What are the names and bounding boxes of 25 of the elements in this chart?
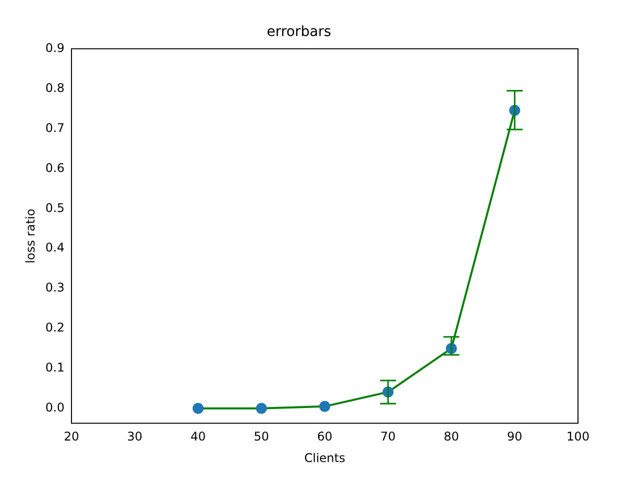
x-axis-title: Clients	[304, 450, 346, 465]
x-tick-label: 30	[127, 430, 142, 444]
x-tick-label: 60	[317, 430, 332, 444]
y-tick-label: 0.9	[45, 40, 64, 55]
x-tick-label: 100	[566, 430, 590, 444]
chart-title: errorbars	[266, 24, 332, 40]
x-tick-label: 90	[507, 430, 522, 444]
y-tick-label: 0.1	[45, 360, 64, 375]
y-tick-label: 0.0	[45, 400, 64, 415]
y-tick-label: 0.8	[45, 80, 64, 95]
x-tick-label: 40	[190, 430, 206, 444]
y-tick-label: 0.3	[45, 280, 64, 295]
y-tick-label: 0.5	[45, 200, 64, 215]
x-tick-label: 20	[64, 430, 80, 444]
x-tick-label: 80	[444, 430, 460, 444]
x-tick-label: 70	[380, 430, 396, 444]
y-tick-label: 0.6	[45, 160, 64, 175]
point	[192, 402, 204, 414]
point	[319, 400, 330, 412]
y-tick-label: 0.7	[45, 120, 64, 135]
y-tick-label: 0.4	[45, 240, 64, 255]
x-tick-label: 50	[254, 430, 270, 444]
point	[256, 402, 267, 414]
y-axis-title: loss ratio	[23, 208, 38, 264]
y-tick-label: 0.2	[45, 320, 64, 335]
